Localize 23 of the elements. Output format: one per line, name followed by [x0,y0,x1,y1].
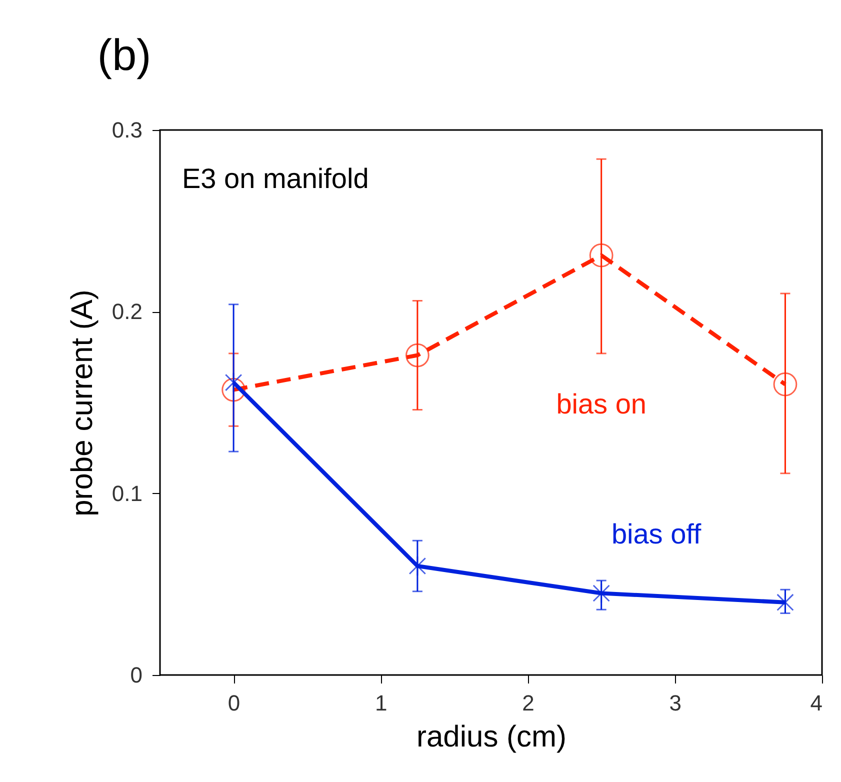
chart-title: (b) [97,31,152,80]
text: bias on [556,388,646,420]
x-tick-label: 1 [375,690,388,716]
point [224,372,242,393]
point [776,592,794,613]
point [773,372,798,396]
series-label: bias off [611,518,702,550]
y-tick-label: 0 [130,662,142,688]
y-tick-label: 0.2 [112,299,142,324]
point [406,343,430,368]
x-tick-label: 4 [810,690,822,716]
x-tick-label: 0 [228,690,240,716]
point [222,378,246,402]
point [589,243,614,268]
annotation: E3 on manifold [182,163,369,194]
x-tick-label: 2 [522,690,534,716]
x-axis-title: radius (cm) [416,720,567,754]
point [408,556,426,576]
y-tick-label: 0.3 [112,118,142,142]
y-axis-title: probe current (A) [66,290,99,516]
y-tick-label: 0.1 [112,480,142,506]
point [592,583,610,604]
x-tick-label: 3 [669,690,682,716]
